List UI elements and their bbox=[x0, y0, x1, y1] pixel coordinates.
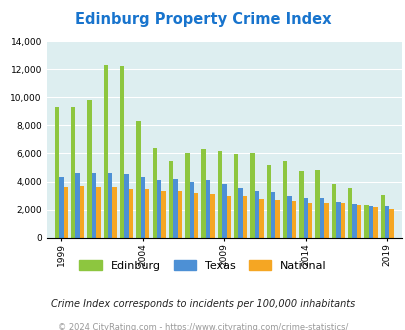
Bar bbox=[55, 107, 59, 238]
Bar bbox=[119, 67, 124, 238]
Bar bbox=[173, 179, 177, 238]
Bar bbox=[250, 153, 254, 238]
Bar bbox=[226, 195, 230, 238]
Bar bbox=[96, 187, 100, 238]
Bar bbox=[282, 161, 287, 238]
Bar bbox=[140, 177, 145, 238]
Bar bbox=[287, 195, 291, 238]
Bar bbox=[210, 194, 214, 238]
Bar bbox=[152, 148, 157, 238]
Bar bbox=[335, 202, 340, 238]
Text: Edinburg Property Crime Index: Edinburg Property Crime Index bbox=[75, 12, 330, 26]
Bar bbox=[356, 205, 360, 238]
Bar bbox=[315, 170, 319, 238]
Bar bbox=[75, 173, 80, 238]
Bar bbox=[168, 161, 173, 238]
Bar bbox=[108, 173, 112, 238]
Bar bbox=[242, 196, 247, 238]
Bar bbox=[319, 198, 324, 238]
Bar bbox=[258, 199, 263, 238]
Bar bbox=[291, 201, 295, 238]
Bar bbox=[254, 191, 258, 238]
Bar bbox=[324, 203, 328, 238]
Bar bbox=[331, 184, 335, 238]
Bar bbox=[87, 100, 92, 238]
Bar bbox=[347, 188, 352, 238]
Bar bbox=[352, 204, 356, 238]
Bar bbox=[384, 206, 388, 238]
Text: © 2024 CityRating.com - https://www.cityrating.com/crime-statistics/: © 2024 CityRating.com - https://www.city… bbox=[58, 323, 347, 330]
Bar bbox=[222, 183, 226, 238]
Bar bbox=[303, 198, 307, 238]
Bar bbox=[368, 206, 372, 238]
Bar bbox=[64, 187, 68, 238]
Bar bbox=[124, 174, 128, 238]
Bar bbox=[161, 191, 165, 238]
Bar bbox=[80, 186, 84, 238]
Bar bbox=[363, 205, 368, 238]
Bar bbox=[71, 107, 75, 238]
Bar bbox=[205, 180, 210, 238]
Bar bbox=[103, 65, 108, 238]
Bar bbox=[298, 171, 303, 238]
Bar bbox=[380, 195, 384, 238]
Bar bbox=[177, 191, 181, 238]
Bar bbox=[275, 200, 279, 238]
Bar bbox=[136, 121, 140, 238]
Bar bbox=[92, 173, 96, 238]
Bar bbox=[266, 165, 270, 238]
Text: Crime Index corresponds to incidents per 100,000 inhabitants: Crime Index corresponds to incidents per… bbox=[51, 299, 354, 309]
Bar bbox=[372, 207, 377, 238]
Bar bbox=[194, 193, 198, 238]
Bar bbox=[112, 187, 117, 238]
Bar bbox=[157, 180, 161, 238]
Bar bbox=[270, 192, 275, 238]
Bar bbox=[388, 209, 393, 238]
Bar bbox=[238, 188, 242, 238]
Bar bbox=[145, 189, 149, 238]
Bar bbox=[128, 188, 133, 238]
Bar bbox=[59, 177, 64, 238]
Bar bbox=[233, 154, 238, 238]
Legend: Edinburg, Texas, National: Edinburg, Texas, National bbox=[77, 258, 328, 273]
Bar bbox=[189, 182, 194, 238]
Bar bbox=[217, 150, 222, 238]
Bar bbox=[201, 148, 205, 238]
Bar bbox=[185, 153, 189, 238]
Bar bbox=[307, 203, 311, 238]
Bar bbox=[340, 203, 344, 238]
